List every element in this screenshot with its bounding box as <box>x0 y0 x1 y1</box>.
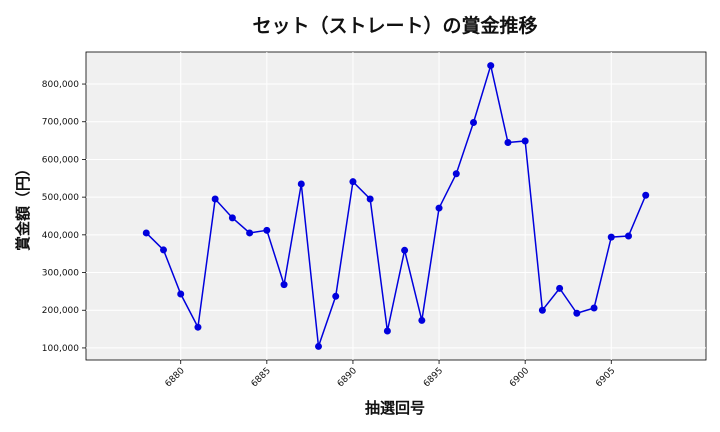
x-tick-label: 6880 <box>164 366 187 389</box>
data-point <box>160 246 167 254</box>
x-axis-label: 抽選回号 <box>365 399 425 417</box>
y-tick-label: 600,000 <box>42 155 79 165</box>
data-point <box>194 323 202 331</box>
data-point <box>349 178 357 186</box>
data-point <box>607 233 615 241</box>
data-point <box>470 118 477 126</box>
data-point <box>418 316 426 324</box>
data-point <box>642 191 650 199</box>
data-point <box>297 180 305 188</box>
data-point <box>401 246 409 254</box>
y-tick-label: 800,000 <box>42 80 79 90</box>
data-point <box>177 290 185 298</box>
x-tick-label: 6895 <box>422 366 445 389</box>
data-point <box>521 137 529 145</box>
x-tick-label: 6905 <box>594 366 617 389</box>
data-point <box>263 226 271 234</box>
data-point <box>452 170 460 178</box>
y-axis: 100,000 200,000 300,000 400,000 500,000 600,0… <box>42 80 86 354</box>
data-point <box>246 229 254 237</box>
plot-area <box>85 51 707 361</box>
data-point <box>315 342 322 350</box>
data-point <box>142 229 150 237</box>
x-tick-label: 6900 <box>508 366 531 389</box>
data-point <box>366 195 374 203</box>
data-point <box>383 327 391 335</box>
data-point <box>487 62 495 70</box>
x-axis: 6880 6885 6890 6895 6900 6905 <box>164 360 617 389</box>
series-line <box>145 62 647 347</box>
y-tick-label: 200,000 <box>42 306 79 316</box>
y-tick-label: 700,000 <box>42 118 79 128</box>
chart-title: セット（ストレート）の賞金推移 <box>252 14 537 37</box>
data-point <box>504 138 512 146</box>
data-point <box>332 292 340 300</box>
data-point <box>280 281 288 289</box>
data-point <box>538 306 546 314</box>
data-point <box>573 309 581 317</box>
data-point <box>228 214 236 222</box>
series <box>142 62 650 350</box>
data-point <box>556 284 564 292</box>
y-tick-label: 100,000 <box>42 344 79 354</box>
y-tick-label: 400,000 <box>42 231 79 241</box>
grid <box>86 52 706 360</box>
data-point <box>435 204 443 212</box>
x-tick-label: 6885 <box>250 366 273 389</box>
y-axis-label: 賞金額（円） <box>14 161 32 251</box>
x-tick-label: 6890 <box>336 366 359 389</box>
data-point <box>625 232 632 240</box>
y-tick-label: 300,000 <box>42 269 79 279</box>
y-tick-label: 500,000 <box>42 193 79 203</box>
data-point <box>590 304 598 312</box>
data-point <box>211 195 219 203</box>
